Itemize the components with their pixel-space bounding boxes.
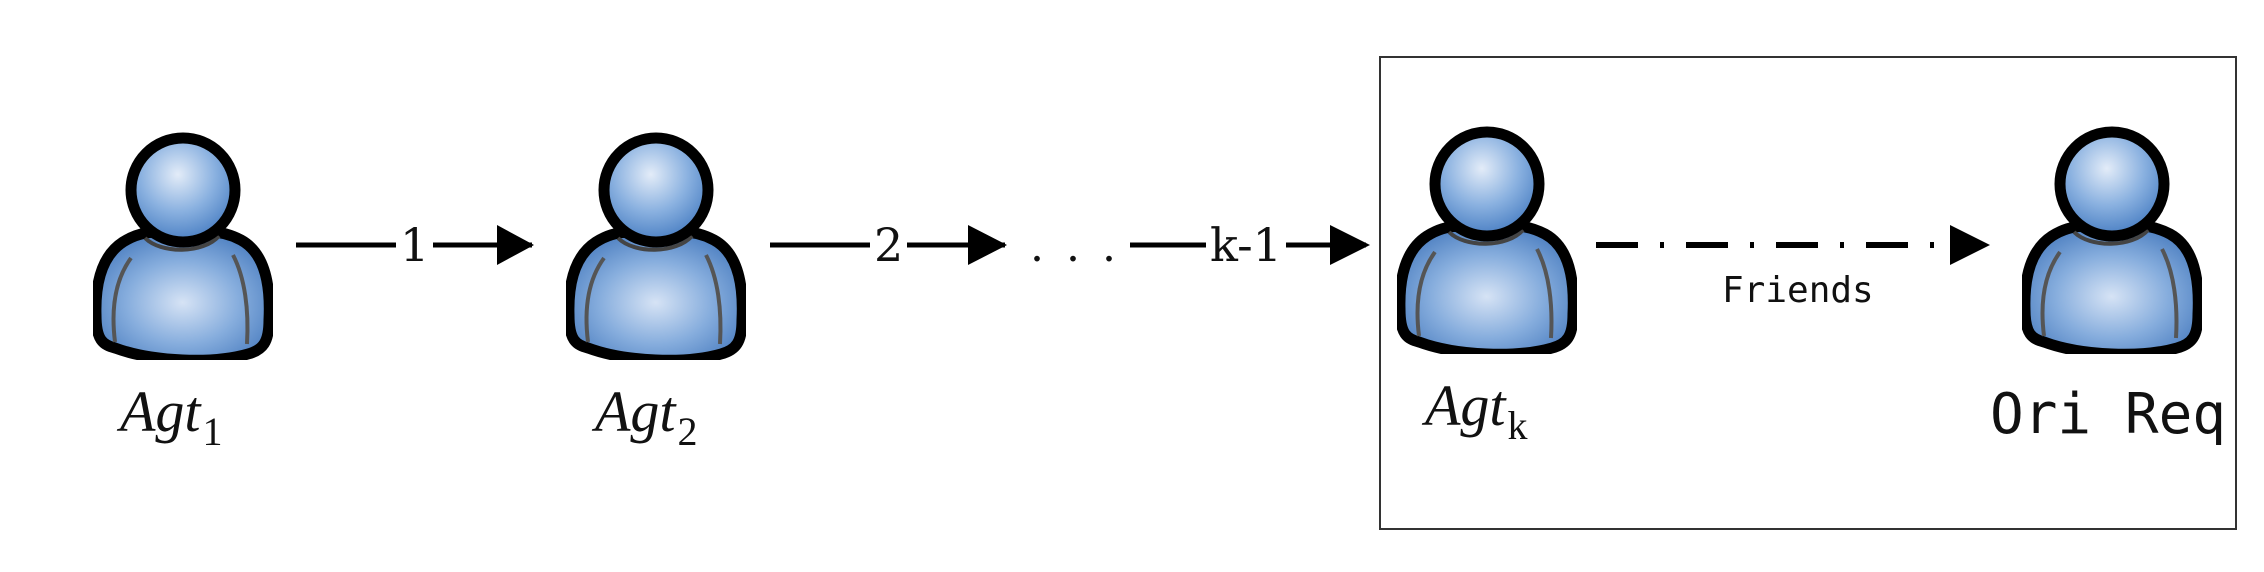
ellipsis: ...	[1030, 221, 1138, 272]
person-icon	[569, 138, 742, 360]
arrowhead-icon	[1950, 225, 1990, 265]
edge-label-1: 1	[396, 222, 434, 268]
arrowhead-icon	[1330, 225, 1370, 265]
highlight-box	[1379, 56, 2237, 530]
agent-label-2: Agt2	[595, 379, 698, 454]
arrowhead-icon	[497, 225, 534, 265]
edge-label-2: 2	[870, 222, 908, 268]
friends-label: Friends	[1722, 270, 1874, 311]
person-icon	[1400, 132, 1573, 354]
target-label: Ori Req	[1990, 382, 2227, 447]
person-icon	[96, 138, 269, 360]
arrowhead-icon	[968, 225, 1007, 265]
edge-label-k-1: k-1	[1206, 222, 1286, 268]
person-icon	[2025, 132, 2198, 354]
agent-label-1: Agt1	[120, 379, 223, 454]
agent-label-k: Agtk	[1425, 373, 1528, 448]
